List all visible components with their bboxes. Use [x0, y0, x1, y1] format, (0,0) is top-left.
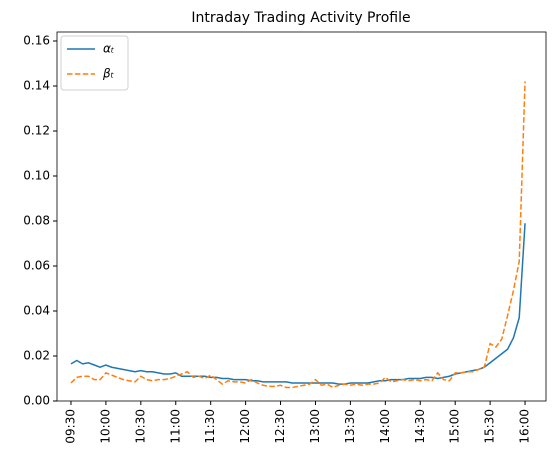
- y-tick-label: 0.04: [23, 304, 50, 318]
- series-line: [70, 223, 526, 385]
- y-tick-label: 0.06: [23, 259, 50, 273]
- x-tick-label: 13:30: [343, 409, 357, 444]
- legend-label: βₜ: [102, 67, 115, 81]
- x-tick-label: 13:00: [308, 409, 322, 444]
- x-tick-label: 11:00: [168, 409, 182, 444]
- y-tick-label: 0.02: [23, 349, 50, 363]
- y-tick-label: 0.08: [23, 214, 50, 228]
- x-tick-label: 12:30: [273, 409, 287, 444]
- y-tick-label: 0.12: [23, 124, 50, 138]
- y-tick-label: 0.00: [23, 394, 50, 408]
- x-tick-label: 14:00: [378, 409, 392, 444]
- y-tick-label: 0.10: [23, 169, 50, 183]
- x-tick-label: 15:00: [448, 409, 462, 444]
- y-tick-label: 0.14: [23, 79, 50, 93]
- x-tick-label: 10:30: [133, 409, 147, 444]
- x-tick-label: 12:00: [238, 409, 252, 444]
- legend-label: αₜ: [103, 42, 115, 56]
- plot-frame: [56, 31, 547, 402]
- x-tick-label: 14:30: [413, 409, 427, 444]
- x-tick-label: 10:00: [98, 409, 112, 444]
- x-tick-label: 16:00: [518, 409, 532, 444]
- x-tick-label: 15:30: [483, 409, 497, 444]
- x-tick-label: 11:30: [203, 409, 217, 444]
- chart-title: Intraday Trading Activity Profile: [191, 10, 410, 26]
- y-tick-label: 0.16: [23, 34, 50, 48]
- x-tick-label: 09:30: [63, 409, 77, 444]
- legend-box: [60, 35, 129, 91]
- series-line: [70, 81, 526, 389]
